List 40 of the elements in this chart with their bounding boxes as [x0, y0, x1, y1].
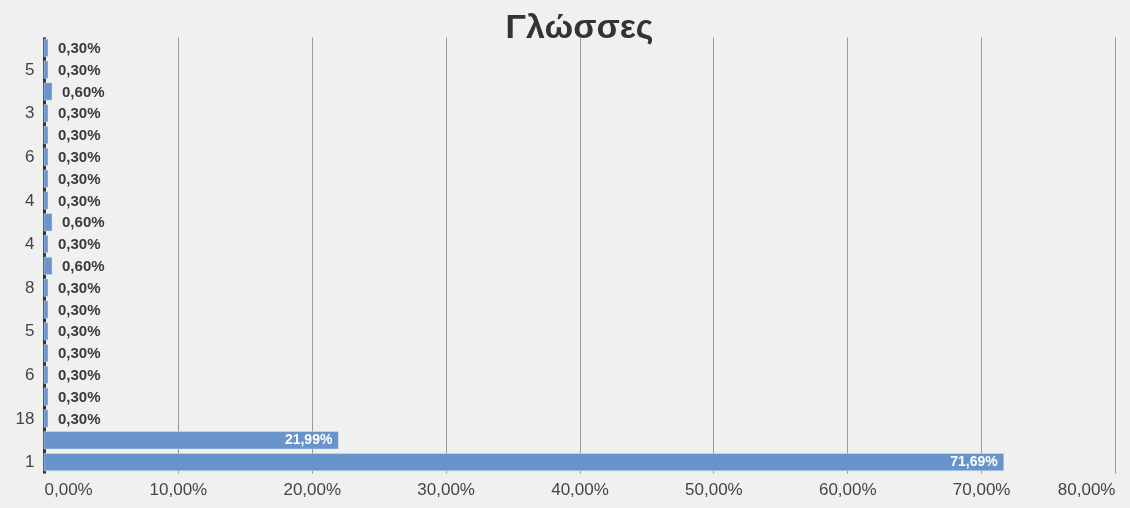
x-tick-label: 80,00%	[1057, 479, 1116, 499]
y-tick-label: 6	[25, 146, 35, 166]
y-tick-label: 6	[25, 364, 35, 384]
x-tick-label: 50,00%	[685, 479, 743, 499]
x-tick-label: 70,00%	[952, 479, 1011, 499]
data-label: 0,30%	[58, 365, 101, 383]
data-label: 0,30%	[58, 387, 101, 405]
data-label: 0,30%	[58, 300, 101, 318]
x-tick-label: 30,00%	[417, 479, 475, 499]
x-tick-label: 20,00%	[283, 479, 342, 499]
y-tick-label: 4	[25, 234, 35, 254]
data-label: 71,69%	[950, 453, 999, 470]
y-tick-label: 1	[25, 452, 35, 472]
chart-title: Γλώσσες	[505, 7, 654, 45]
data-label: 0,30%	[58, 235, 101, 253]
x-tick-label: 10,00%	[149, 479, 208, 499]
x-tick-label: 60,00%	[818, 479, 877, 499]
data-label: 0,30%	[58, 169, 101, 187]
data-label: 0,30%	[58, 278, 101, 296]
data-label: 0,30%	[58, 322, 101, 340]
data-label: 0,30%	[58, 191, 101, 209]
y-tick-label: 8	[25, 277, 35, 297]
data-label: 0,60%	[62, 256, 105, 274]
y-tick-label: 3	[25, 103, 35, 123]
data-label: 21,99%	[284, 431, 333, 448]
data-label: 0,30%	[58, 344, 101, 362]
y-tick-label: 5	[25, 321, 35, 341]
x-tick-label: 40,00%	[551, 479, 609, 499]
data-label: 0,60%	[62, 213, 105, 231]
y-tick-label: 18	[15, 408, 35, 428]
y-tick-label: 5	[25, 59, 35, 79]
data-label: 0,30%	[58, 60, 101, 78]
data-label: 0,30%	[58, 409, 101, 427]
y-tick-label: 4	[25, 190, 35, 210]
data-label: 0,30%	[58, 104, 101, 122]
data-label: 0,30%	[58, 126, 101, 144]
data-label: 0,30%	[58, 38, 101, 56]
data-label: 0,60%	[62, 82, 105, 100]
data-label: 0,30%	[58, 147, 101, 165]
x-tick-label: 0,00%	[44, 479, 93, 499]
